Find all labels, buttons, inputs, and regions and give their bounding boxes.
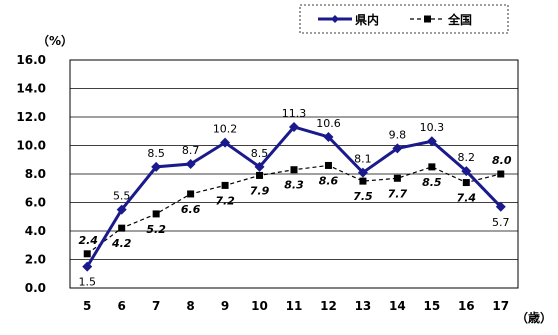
x-tick-label: 11: [286, 299, 303, 313]
national-data-label: 8.5: [422, 176, 442, 189]
x-tick-label: 16: [458, 299, 475, 313]
prefecture-data-label: 5.7: [492, 216, 510, 229]
national-data-label: 7.7: [388, 187, 408, 200]
prefecture-point-marker: [461, 166, 472, 177]
y-tick-label: 6.0: [25, 196, 46, 210]
prefecture-data-label: 9.8: [389, 128, 407, 141]
prefecture-data-label: 8.2: [458, 151, 476, 164]
national-data-label: 2.4: [78, 234, 98, 247]
national-point-marker: [462, 179, 470, 187]
prefecture-point-marker: [323, 131, 334, 142]
prefecture-data-label: 8.7: [182, 144, 200, 157]
national-data-label: 7.4: [457, 192, 477, 205]
prefecture-point-marker: [82, 261, 93, 272]
prefecture-point-marker: [254, 161, 265, 172]
legend-label-prefecture: 県内: [355, 12, 379, 27]
national-point-marker: [118, 224, 126, 232]
prefecture-data-label: 8.5: [251, 147, 269, 160]
prefecture-point-marker: [220, 137, 231, 148]
national-point-marker: [256, 171, 264, 179]
x-tick-label: 10: [251, 299, 268, 313]
prefecture-point-marker: [392, 143, 403, 154]
prefecture-data-label: 10.6: [316, 117, 341, 130]
x-tick-label: 6: [118, 299, 126, 313]
national-data-label: 7.2: [215, 194, 235, 207]
national-point-marker: [497, 170, 505, 178]
x-tick-label: 12: [320, 299, 337, 313]
x-tick-label: 9: [221, 299, 229, 313]
prefecture-point-marker: [495, 201, 506, 212]
national-data-label: 8.3: [284, 179, 304, 192]
legend-label-national: 全国: [447, 12, 472, 27]
national-point-marker: [187, 190, 195, 198]
prefecture-data-label: 11.3: [282, 107, 307, 120]
y-tick-label: 14.0: [16, 82, 46, 96]
prefecture-point-marker: [151, 161, 162, 172]
legend-marker-national: [424, 15, 431, 23]
prefecture-point-marker: [116, 204, 127, 215]
prefecture-point-marker: [357, 167, 368, 178]
national-data-label: 6.6: [181, 203, 201, 216]
national-point-marker: [324, 161, 332, 169]
national-point-marker: [83, 250, 91, 258]
prefecture-point-marker: [185, 159, 196, 170]
prefecture-data-label: 10.2: [213, 123, 238, 136]
y-axis-title: （%）: [37, 33, 73, 48]
y-tick-label: 2.0: [25, 253, 46, 267]
prefecture-point-marker: [426, 136, 437, 147]
national-data-label: 8.0: [492, 154, 512, 167]
x-axis-title: （歳）: [516, 310, 552, 325]
prefecture-data-label: 8.5: [147, 147, 165, 160]
y-tick-label: 10.0: [16, 139, 46, 153]
national-point-marker: [393, 174, 401, 182]
x-tick-label: 13: [355, 299, 372, 313]
y-tick-label: 16.0: [16, 53, 46, 67]
legend-marker-prefecture: [331, 15, 339, 23]
x-tick-label: 5: [83, 299, 91, 313]
y-tick-label: 4.0: [25, 224, 46, 238]
national-point-marker: [428, 163, 436, 171]
national-data-label: 5.2: [146, 223, 166, 236]
national-data-label: 7.5: [353, 190, 373, 203]
x-tick-label: 7: [152, 299, 160, 313]
national-point-marker: [290, 166, 298, 174]
x-tick-label: 15: [423, 299, 440, 313]
y-tick-label: 8.0: [25, 167, 46, 181]
prefecture-data-label: 5.5: [113, 190, 131, 203]
prefecture-data-label: 8.1: [354, 153, 372, 166]
y-tick-label: 0.0: [25, 281, 46, 295]
prefecture-point-marker: [289, 121, 299, 132]
x-tick-label: 14: [389, 299, 406, 313]
national-data-label: 7.9: [250, 184, 270, 197]
x-tick-label: 8: [186, 299, 194, 313]
national-point-marker: [221, 181, 229, 189]
prefecture-data-label: 10.3: [420, 121, 445, 134]
prefecture-data-label: 1.5: [78, 276, 96, 289]
national-point-marker: [359, 177, 367, 185]
national-point-marker: [152, 210, 160, 218]
national-data-label: 8.6: [319, 174, 339, 187]
x-tick-label: 17: [492, 299, 509, 313]
national-data-label: 4.2: [111, 237, 132, 250]
y-tick-label: 12.0: [16, 110, 46, 124]
